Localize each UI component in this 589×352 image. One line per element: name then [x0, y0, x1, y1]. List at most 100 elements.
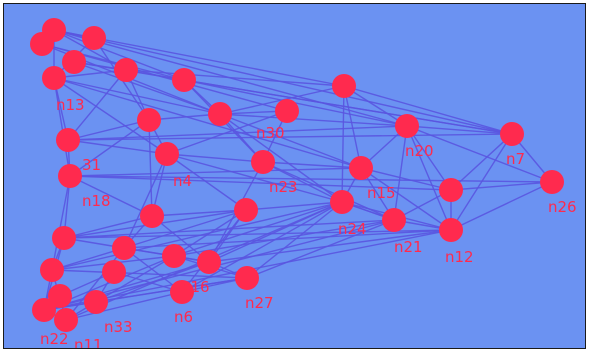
edge-b1-n31	[67, 119, 150, 141]
edge-n30-n15	[219, 113, 362, 169]
node-c4[interactable]	[162, 244, 186, 268]
edge-n20-n12	[406, 125, 452, 231]
edge-m2-c3	[123, 209, 247, 249]
node-n23[interactable]	[251, 150, 275, 174]
edge-n11-n6	[65, 291, 183, 321]
edge-c4-n33	[95, 255, 175, 303]
edge-n13-a1	[53, 69, 127, 79]
node-top3[interactable]	[82, 26, 106, 50]
edge-n15-r1	[360, 167, 452, 191]
edge-n4-m2	[166, 153, 247, 211]
node-label-n11: n11	[74, 336, 103, 348]
label-layer: n13 31 n18 n4 n23 n15 n20 n7 n26 n21 n12 n24 n6 n27 n1…	[40, 96, 577, 352]
edge-n12-n26	[450, 181, 553, 231]
edge-r1-n26	[450, 181, 553, 191]
edge-m1-c1	[63, 215, 153, 239]
node-n33[interactable]	[84, 290, 108, 314]
node-label-n33: n33	[104, 318, 133, 336]
node-label-n7: n7	[506, 150, 525, 168]
node-n7[interactable]	[500, 122, 524, 146]
edge-n33-n16	[95, 261, 210, 303]
edge-a3-n7	[343, 85, 513, 135]
edge-n23-n24	[262, 161, 343, 203]
node-c1[interactable]	[52, 226, 76, 250]
node-label-n27: n27	[245, 294, 274, 312]
edge-n13-n4	[53, 77, 168, 155]
edge-n20-n26	[406, 125, 553, 183]
node-label-n24: n24	[338, 220, 367, 238]
node-m2[interactable]	[234, 198, 258, 222]
node-label-n6: n6	[174, 308, 193, 326]
node-n11[interactable]	[54, 308, 78, 332]
edge-n24-c4	[173, 201, 343, 257]
node-n15[interactable]	[349, 156, 373, 180]
edge-a3-n15	[343, 85, 362, 169]
node-label-n31: 31	[82, 156, 101, 174]
node-label-n4: n4	[173, 172, 192, 190]
node-n31[interactable]	[56, 128, 80, 152]
node-n30[interactable]	[208, 102, 232, 126]
node-label-n18: n18	[82, 192, 111, 210]
edge-n18-m1	[69, 175, 153, 217]
node-label-n20: n20	[405, 142, 434, 160]
edge-n24-n27	[246, 201, 343, 279]
graph-svg[interactable]: n13 31 n18 n4 n23 n15 n20 n7 n26 n21 n12 n24 n6 n27 n1…	[4, 4, 585, 352]
edge-n13-n30	[53, 77, 221, 115]
node-a3[interactable]	[332, 74, 356, 98]
edge-n20-n7	[406, 125, 513, 135]
node-label-n12: n12	[445, 248, 474, 266]
node-a4[interactable]	[275, 99, 299, 123]
edge-n7-n12	[450, 133, 513, 231]
node-n16[interactable]	[197, 250, 221, 274]
edge-b1-n18	[69, 119, 150, 177]
node-n27[interactable]	[235, 266, 259, 290]
node-label-n21: n21	[394, 238, 423, 256]
node-n6[interactable]	[170, 280, 194, 304]
node-a2[interactable]	[172, 68, 196, 92]
node-n18[interactable]	[58, 164, 82, 188]
edge-a3-n24	[341, 85, 345, 203]
node-label-n16: n16	[181, 278, 210, 296]
edge-n18-n15	[69, 167, 362, 177]
node-n21[interactable]	[382, 208, 406, 232]
node-label-n13: n13	[56, 96, 85, 114]
edge-n4-n23	[166, 153, 264, 163]
node-c2[interactable]	[40, 258, 64, 282]
node-n24[interactable]	[330, 190, 354, 214]
node-top4[interactable]	[62, 50, 86, 74]
node-m1[interactable]	[140, 204, 164, 228]
node-n20[interactable]	[395, 114, 419, 138]
edge-n31-n20	[67, 125, 408, 141]
node-n26[interactable]	[540, 170, 564, 194]
node-n4[interactable]	[155, 142, 179, 166]
edge-n23-n15	[262, 161, 362, 169]
node-b1[interactable]	[137, 108, 161, 132]
edge-top4-n30	[73, 61, 221, 115]
edge-a4-n4	[166, 110, 288, 155]
node-n22[interactable]	[32, 298, 56, 322]
node-n12[interactable]	[439, 218, 463, 242]
edge-n20-n21	[393, 125, 408, 221]
edge-n24-m2	[245, 201, 343, 211]
edge-c4-n21	[173, 219, 395, 257]
edge-c2-c3	[51, 247, 125, 271]
edge-n30-n20	[219, 113, 408, 127]
edge-c2-n24	[51, 201, 343, 271]
node-c3[interactable]	[112, 236, 136, 260]
node-layer	[30, 18, 564, 332]
edge-n18-n26	[69, 175, 553, 183]
edge-n31-n4	[67, 139, 168, 155]
edge-n4-c3	[123, 153, 168, 249]
node-c5[interactable]	[48, 284, 72, 308]
node-n13[interactable]	[42, 66, 66, 90]
edge-n31-n7	[67, 133, 513, 141]
graph-canvas[interactable]: n13 31 n18 n4 n23 n15 n20 n7 n26 n21 n12 n24 n6 n27 n1…	[3, 3, 586, 352]
edge-n27-n21	[246, 219, 395, 279]
edge-a3-n20	[343, 85, 408, 127]
edge-n13-n18	[53, 77, 71, 177]
node-c6[interactable]	[102, 260, 126, 284]
node-r1[interactable]	[439, 178, 463, 202]
node-a1[interactable]	[114, 58, 138, 82]
node-top2[interactable]	[30, 32, 54, 56]
